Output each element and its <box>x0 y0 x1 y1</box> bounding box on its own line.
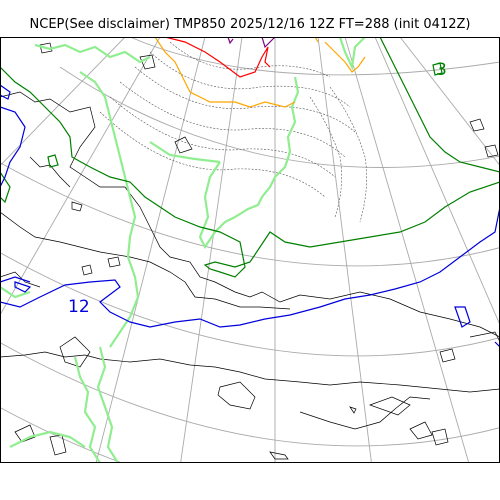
meridian-line <box>95 37 206 463</box>
light-green-contours <box>0 37 366 463</box>
parallel-line <box>0 252 500 357</box>
meridian-line <box>0 37 126 167</box>
meridian-line <box>344 37 470 463</box>
thin-contours <box>99 41 367 223</box>
green-contours <box>0 37 500 278</box>
coastline <box>0 42 500 460</box>
parallel-line <box>0 162 500 267</box>
blue-contours <box>0 84 500 348</box>
meridian-line <box>399 37 500 167</box>
graticule-meridians <box>0 37 500 463</box>
meridian-line <box>374 37 500 327</box>
weather-map: 12 3 <box>0 37 500 463</box>
parallel-line <box>0 406 124 463</box>
map-title: NCEP(See disclaimer) TMP850 2025/12/16 1… <box>29 17 471 32</box>
parallel-line <box>0 342 500 447</box>
parallel-line <box>129 37 500 76</box>
orange-contour <box>154 37 366 108</box>
meridian-line <box>317 37 372 463</box>
graticule-parallels <box>0 37 500 463</box>
meridian-line <box>0 37 161 316</box>
blue-contour-label: 12 <box>68 297 90 317</box>
green-contour-label: 3 <box>436 60 447 80</box>
meridian-line <box>180 37 243 463</box>
purple-contour <box>227 37 276 49</box>
parallel-line <box>59 66 500 168</box>
red-contour <box>164 37 271 78</box>
